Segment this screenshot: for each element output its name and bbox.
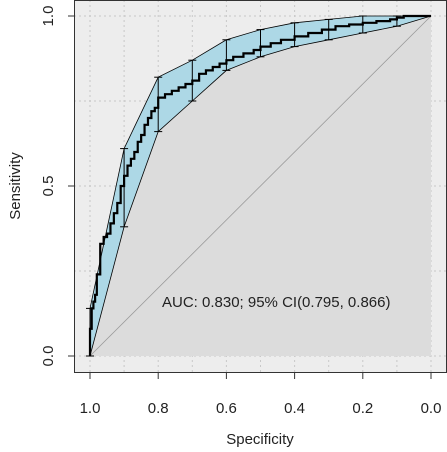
ci-error-bar xyxy=(222,39,231,71)
x-tick-label: 1.0 xyxy=(80,400,101,417)
x-tick-label: 0.0 xyxy=(421,400,442,417)
x-axis-title: Specificity xyxy=(226,431,294,448)
x-tick-label: 0.8 xyxy=(148,400,169,417)
roc-curve xyxy=(88,14,431,356)
ci-error-bar xyxy=(290,22,299,48)
x-tick-label: 0.6 xyxy=(216,400,237,417)
y-tick-label: 0.5 xyxy=(40,176,57,197)
y-tick-label: 0.0 xyxy=(40,346,57,367)
ci-error-bar xyxy=(256,29,265,58)
chance-diagonal xyxy=(89,15,432,357)
confidence-band xyxy=(89,15,432,357)
x-tick-label: 0.4 xyxy=(284,400,305,417)
y-axis: 0.0 0.5 1.0 xyxy=(40,6,74,367)
x-axis: 1.0 0.8 0.6 0.4 0.2 0.0 xyxy=(80,373,442,417)
y-tick-label: 1.0 xyxy=(40,6,57,27)
x-tick-label: 0.2 xyxy=(352,400,373,417)
auc-annotation: AUC: 0.830; 95% CI(0.795, 0.866) xyxy=(162,294,390,311)
y-axis-title: Sensitivity xyxy=(7,152,24,220)
ci-error-bar xyxy=(120,148,129,228)
